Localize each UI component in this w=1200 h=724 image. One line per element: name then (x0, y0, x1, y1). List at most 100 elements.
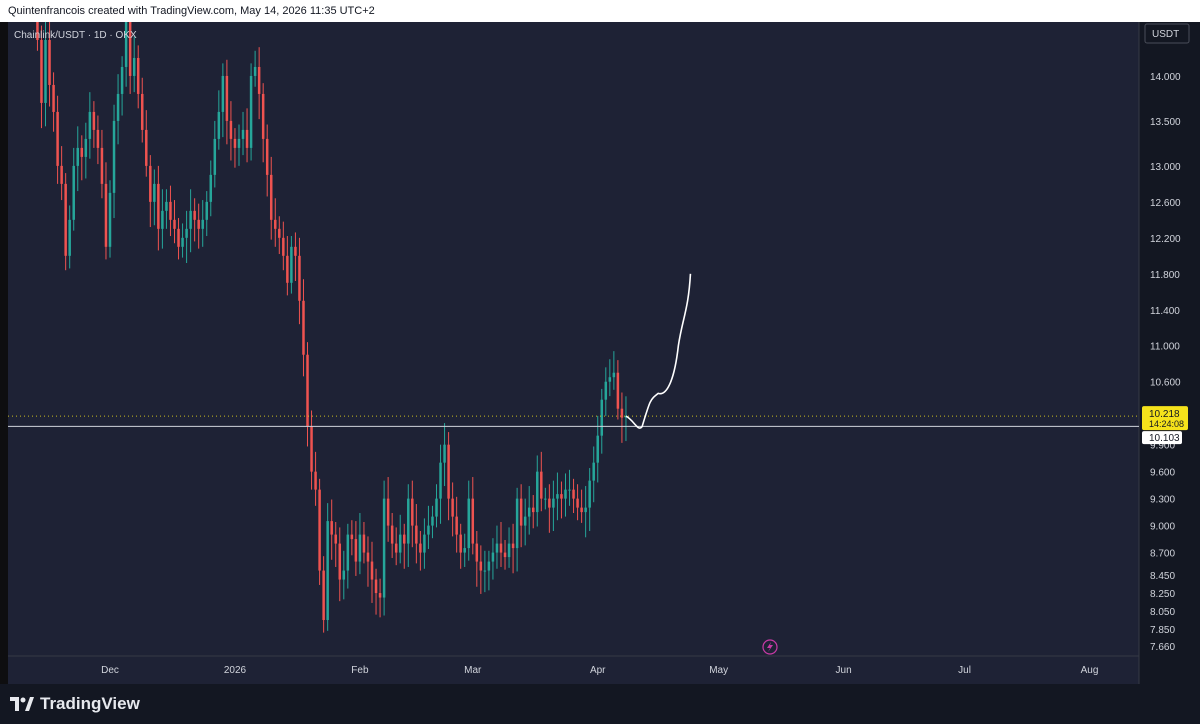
candle-body (257, 66, 261, 94)
candle (229, 101, 233, 161)
y-tick-label: 10.600 (1150, 378, 1181, 389)
level-line-value: 10.103 (1149, 433, 1180, 444)
candle (249, 63, 253, 161)
candle-body (100, 147, 104, 184)
candle-body (108, 192, 112, 247)
candle-body (338, 543, 342, 580)
candle-body (274, 219, 277, 229)
candle-body (403, 534, 406, 544)
candle (386, 477, 390, 542)
candle-body (261, 93, 265, 139)
candle (463, 533, 466, 567)
candle-body (161, 210, 164, 229)
candle-body (604, 381, 608, 400)
tradingview-logo[interactable]: TradingView (10, 694, 140, 714)
candle (552, 480, 555, 531)
candle-body (80, 147, 84, 157)
candle-body (237, 138, 241, 148)
y-tick-label: 9.900 (1150, 441, 1175, 452)
currency-badge[interactable] (1144, 23, 1190, 44)
candle-body (76, 147, 80, 166)
y-tick-label: 7.660 (1150, 642, 1175, 653)
candle-body (249, 75, 253, 148)
candle (366, 536, 370, 587)
candle (68, 205, 71, 269)
candle-body (362, 534, 366, 553)
candle (136, 45, 140, 109)
candle (507, 527, 511, 568)
candle (132, 36, 136, 93)
y-tick-label: 9.600 (1150, 468, 1175, 479)
candle (531, 495, 535, 529)
candle (435, 484, 438, 528)
candle-body (88, 111, 92, 139)
candle (161, 189, 164, 249)
candle-body (580, 507, 583, 513)
y-tick-label: 9.300 (1150, 495, 1175, 506)
candle-body (229, 120, 233, 139)
candle-body (407, 498, 410, 544)
candle-body (298, 255, 301, 301)
candle (124, 22, 128, 87)
symbol-label[interactable]: Chainlink/USDT · 1D · OKX (14, 30, 137, 41)
candle (415, 504, 418, 564)
candle-body (515, 498, 519, 549)
chart-pane[interactable] (8, 22, 1139, 656)
candle-body (523, 516, 527, 526)
current-price-badge (1142, 406, 1188, 431)
candle-body (491, 552, 495, 562)
candle (600, 388, 604, 454)
candle-body (600, 399, 604, 436)
time-axis[interactable] (8, 656, 1139, 684)
candle (608, 359, 612, 397)
candle (294, 232, 297, 281)
candle (169, 185, 172, 237)
candle (64, 173, 67, 271)
x-tick-label: Dec (101, 665, 119, 676)
candle (213, 120, 217, 188)
candle-body (358, 534, 362, 562)
candle-body (112, 120, 116, 193)
candle-body (314, 471, 317, 490)
lines-group (8, 273, 1139, 429)
candle (265, 124, 269, 197)
candle (403, 523, 406, 569)
candle-body (68, 219, 71, 256)
x-tick-label: Apr (590, 665, 606, 676)
x-ticks-group: Dec 2026 Feb Mar Apr May Jun Jul Aug (101, 665, 1098, 676)
candle-body (499, 543, 503, 553)
candle (72, 147, 75, 231)
candle-body (120, 66, 124, 94)
level-line-badge (1142, 431, 1182, 445)
candle (282, 221, 285, 271)
candle (36, 22, 39, 51)
candle-body (302, 300, 305, 355)
candle-body (439, 462, 442, 499)
candle (278, 216, 281, 255)
candle (560, 481, 563, 519)
candle (459, 523, 462, 569)
candle (527, 486, 531, 535)
candle-body (564, 489, 567, 499)
candle (540, 451, 543, 512)
price-axis[interactable] (1139, 22, 1200, 684)
chart-canvas[interactable]: 14.000 13.500 13.000 12.600 12.200 11.800 11.4… (0, 22, 1200, 684)
candle-body (217, 111, 221, 139)
candle (394, 527, 398, 566)
candle-body (415, 525, 418, 544)
candle (201, 200, 204, 247)
candle-body (253, 66, 257, 76)
candle (112, 104, 116, 219)
y-tick-label: 8.250 (1150, 589, 1175, 600)
event-marker[interactable] (762, 639, 778, 655)
candle (52, 72, 55, 132)
candle-body (64, 183, 67, 256)
candle-body (334, 534, 337, 544)
bar-countdown: 14:24:08 (1149, 419, 1184, 429)
candle-body (463, 548, 466, 553)
candle (588, 468, 591, 531)
candle (467, 480, 470, 561)
candle (253, 50, 257, 87)
candle (56, 95, 59, 184)
candle-body (423, 534, 426, 553)
